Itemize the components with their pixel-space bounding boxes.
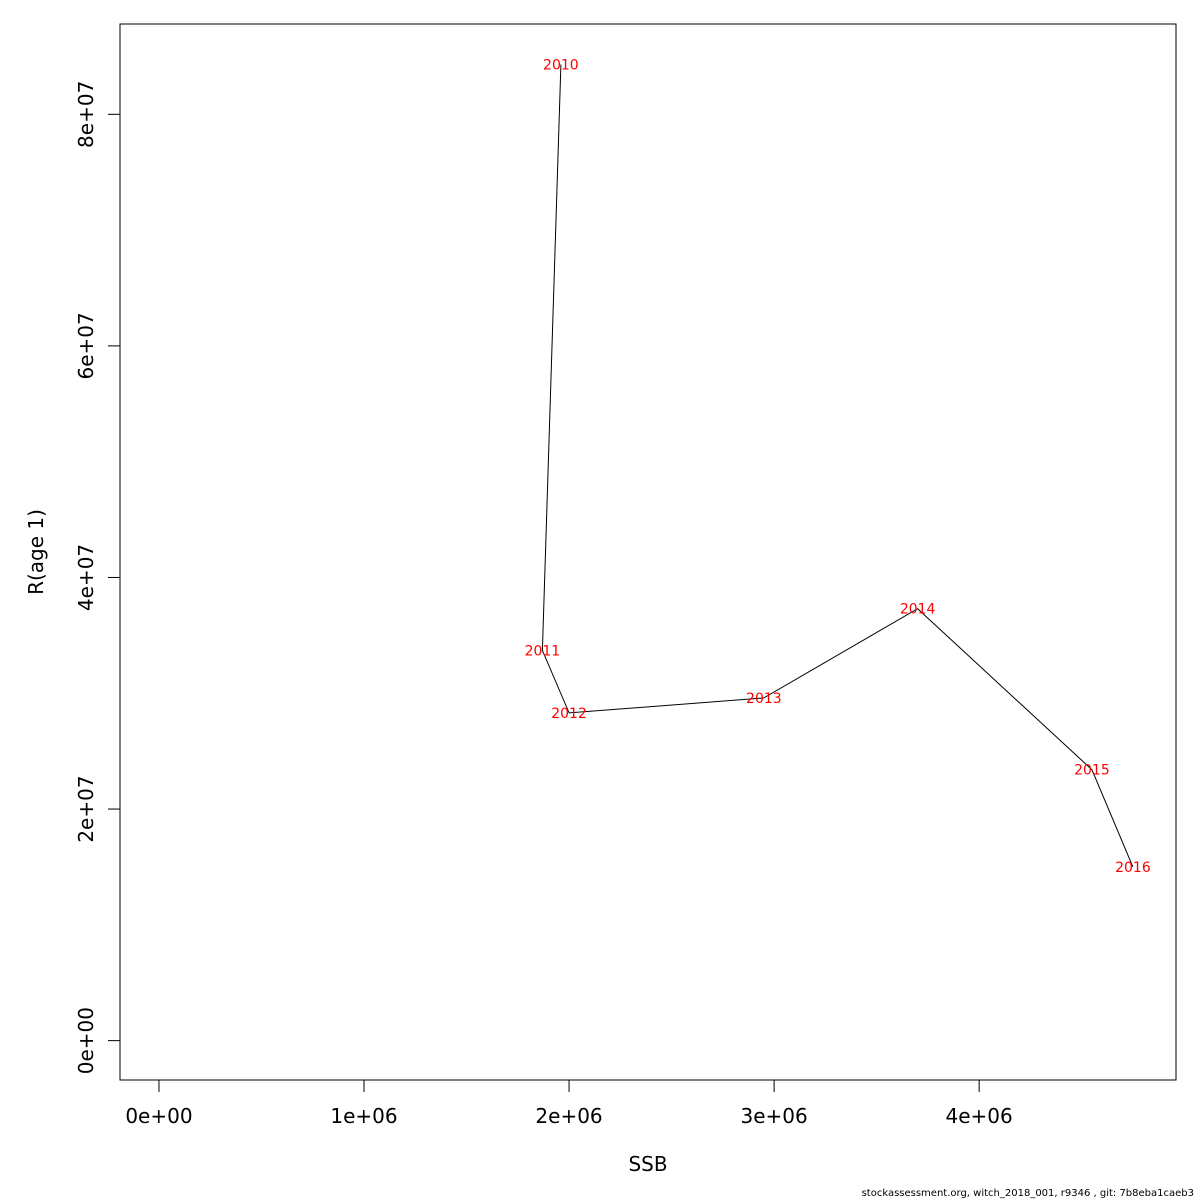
footer-note: stockassessment.org, witch_2018_001, r93… <box>861 1188 1194 1199</box>
y-tick-label: 0e+00 <box>74 1007 98 1074</box>
point-label-group: 2010 2011 2012 2013 2014 2015 2016 <box>525 58 1151 876</box>
point-label-2011: 2011 <box>525 643 561 659</box>
y-axis-title: R(age 1) <box>24 509 48 595</box>
x-axis: 0e+00 1e+06 2e+06 3e+06 4e+06 <box>125 1079 1013 1128</box>
series-line-group <box>541 64 1134 868</box>
y-tick-label: 2e+07 <box>74 775 98 842</box>
y-tick-label: 4e+07 <box>74 544 98 611</box>
point-label-2015: 2015 <box>1074 763 1110 779</box>
point-label-2013: 2013 <box>746 691 782 707</box>
point-label-2010: 2010 <box>543 58 579 74</box>
x-tick-label: 0e+00 <box>125 1104 192 1128</box>
x-axis-title: SSB <box>628 1152 667 1176</box>
x-tick-label: 3e+06 <box>740 1104 807 1128</box>
point-label-2014: 2014 <box>900 602 936 618</box>
y-tick-label: 6e+07 <box>74 312 98 379</box>
x-tick-label: 4e+06 <box>946 1104 1013 1128</box>
plot-frame <box>119 23 1177 1081</box>
point-label-2016: 2016 <box>1115 860 1151 876</box>
x-tick-label: 1e+06 <box>330 1104 397 1128</box>
x-tick-label: 2e+06 <box>535 1104 602 1128</box>
y-tick-label: 8e+07 <box>74 81 98 148</box>
y-axis: 0e+00 2e+07 4e+07 6e+07 8e+07 <box>74 81 121 1074</box>
point-label-2012: 2012 <box>551 706 587 722</box>
series-line <box>541 64 1134 868</box>
